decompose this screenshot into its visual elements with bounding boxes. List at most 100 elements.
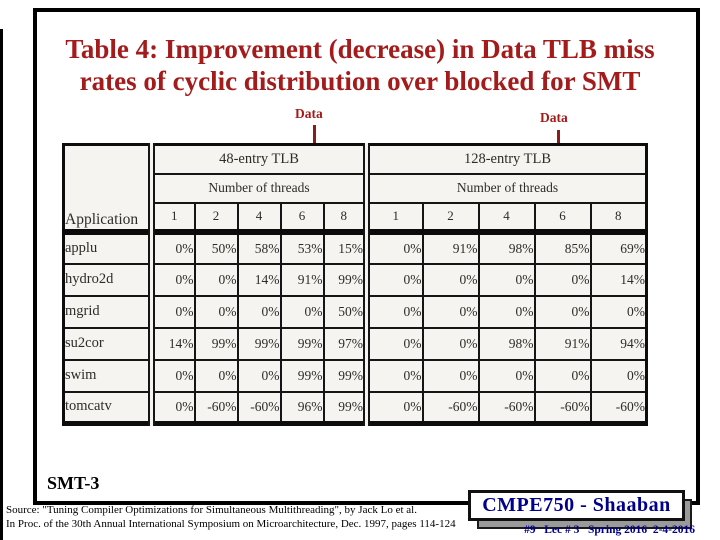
miss-rate-48-cell: -60% [193, 390, 239, 425]
miss-rate-128-cell: 0% [533, 358, 592, 393]
miss-rate-128-cell: 0% [589, 294, 648, 329]
data-pointer-tick-right [557, 130, 560, 143]
miss-rate-48-cell: 99% [236, 326, 282, 361]
slide-title: Table 4: Improvement (decrease) in Data … [30, 34, 690, 97]
smt-label: SMT-3 [47, 473, 100, 493]
miss-rate-128-cell: -60% [421, 390, 480, 425]
miss-rate-48-cell: 96% [279, 390, 325, 425]
thread-count-128-2: 2 [421, 201, 480, 235]
thread-count-48-6: 6 [279, 201, 325, 235]
miss-rate-128-cell: -60% [533, 390, 592, 425]
miss-rate-128-cell: 0% [477, 358, 536, 393]
table-row-tomcatv: tomcatv 0% -60% -60% 96% 99% 0% -60% -60% -60% -60… [62, 390, 648, 425]
miss-rate-48-cell: 0% [150, 230, 196, 265]
miss-rate-48-cell: 0% [150, 294, 196, 329]
course-badge: CMPE750 - Shaaban [468, 490, 685, 521]
group-header-48-entry: 48-entry TLB [150, 143, 370, 175]
app-name-cell: hydro2d [62, 262, 155, 297]
thread-count-128-8: 8 [589, 201, 648, 235]
thread-count-128-1: 1 [365, 201, 424, 235]
miss-rate-128-cell: 0% [421, 294, 480, 329]
miss-rate-48-cell: 0% [236, 358, 282, 393]
table-row-applu: applu 0% 50% 58% 53% 15% 0% 91% 98% 85% 69% [62, 230, 648, 265]
miss-rate-48-cell: 53% [279, 230, 325, 265]
miss-rate-48-cell: 99% [279, 326, 325, 361]
miss-rate-48-cell: 50% [193, 230, 239, 265]
thread-count-48-1: 1 [150, 201, 196, 235]
thread-count-48-8: 8 [322, 201, 370, 235]
source-citation: Source: "Tuning Compiler Optimizations f… [6, 504, 506, 531]
miss-rate-128-cell: 0% [365, 294, 424, 329]
app-name-cell: applu [62, 230, 155, 265]
miss-rate-48-cell: 99% [322, 262, 370, 297]
miss-rate-48-cell: 99% [322, 390, 370, 425]
miss-rate-128-cell: -60% [477, 390, 536, 425]
slide-border [33, 8, 700, 505]
miss-rate-128-cell: 0% [365, 230, 424, 265]
miss-rate-128-cell: 0% [421, 358, 480, 393]
miss-rate-128-cell: 0% [533, 262, 592, 297]
source-line1: Source: "Tuning Compiler Optimizations f… [6, 504, 417, 516]
miss-rate-128-cell: 0% [477, 294, 536, 329]
miss-rate-128-cell: 0% [365, 390, 424, 425]
data-pointer-label-right: Data [540, 110, 568, 125]
miss-rate-48-cell: 91% [279, 262, 325, 297]
miss-rate-48-cell: 0% [150, 262, 196, 297]
miss-rate-48-cell: 50% [322, 294, 370, 329]
miss-rate-128-cell: 0% [365, 358, 424, 393]
miss-rate-48-cell: 0% [150, 390, 196, 425]
application-header: Application [62, 143, 155, 235]
lecture-footer-meta: #9 Lec # 3 Spring 2016 2-4-2016 [524, 524, 695, 536]
miss-rate-128-cell: 91% [533, 326, 592, 361]
miss-rate-128-cell: 0% [365, 262, 424, 297]
miss-rate-128-cell: 98% [477, 326, 536, 361]
miss-rate-128-cell: 14% [589, 262, 648, 297]
miss-rate-128-cell: 0% [533, 294, 592, 329]
group-header-128-entry: 128-entry TLB [365, 143, 648, 175]
app-name-cell: su2cor [62, 326, 155, 361]
miss-rate-48-cell: 0% [193, 262, 239, 297]
slide-title-line2: rates of cyclic distribution over blocke… [79, 65, 641, 96]
miss-rate-48-cell: 0% [193, 358, 239, 393]
app-name-cell: tomcatv [62, 390, 155, 425]
miss-rate-48-cell: 14% [236, 262, 282, 297]
miss-rate-48-cell: 0% [193, 294, 239, 329]
thread-count-128-4: 4 [477, 201, 536, 235]
subheader-threads-128: Number of threads [365, 172, 648, 204]
miss-rate-128-cell: 69% [589, 230, 648, 265]
app-name-cell: mgrid [62, 294, 155, 329]
app-name-cell: swim [62, 358, 155, 393]
miss-rate-48-cell: 0% [236, 294, 282, 329]
slide-title-line1: Table 4: Improvement (decrease) in Data … [65, 34, 655, 64]
table-row-su2cor: su2cor 14% 99% 99% 99% 97% 0% 0% 98% 91% 94% [62, 326, 648, 361]
table-row-mgrid: mgrid 0% 0% 0% 0% 50% 0% 0% 0% 0% 0% [62, 294, 648, 329]
miss-rate-48-cell: 97% [322, 326, 370, 361]
miss-rate-48-cell: 58% [236, 230, 282, 265]
miss-rate-128-cell: 85% [533, 230, 592, 265]
miss-rate-128-cell: 0% [421, 326, 480, 361]
miss-rate-48-cell: 99% [193, 326, 239, 361]
miss-rate-128-cell: 0% [365, 326, 424, 361]
miss-rate-128-cell: 98% [477, 230, 536, 265]
source-line2: In Proc. of the 30th Annual Internationa… [6, 517, 456, 530]
miss-rate-48-cell: 0% [279, 294, 325, 329]
miss-rate-48-cell: 15% [322, 230, 370, 265]
tlb-table: Application 48-entry TLB 128-entry TLB Numb… [62, 143, 648, 426]
miss-rate-48-cell: 14% [150, 326, 196, 361]
miss-rate-128-cell: 0% [477, 262, 536, 297]
miss-rate-48-cell: 99% [279, 358, 325, 393]
miss-rate-48-cell: 99% [322, 358, 370, 393]
miss-rate-128-cell: -60% [589, 390, 648, 425]
miss-rate-48-cell: 0% [150, 358, 196, 393]
table-row-hydro2d: hydro2d 0% 0% 14% 91% 99% 0% 0% 0% 0% 14% [62, 262, 648, 297]
thread-count-48-4: 4 [236, 201, 282, 235]
data-pointer-tick-left [313, 125, 316, 143]
miss-rate-48-cell: -60% [236, 390, 282, 425]
data-pointer-label-left: Data [295, 106, 323, 121]
thread-count-128-6: 6 [533, 201, 592, 235]
miss-rate-128-cell: 91% [421, 230, 480, 265]
thread-count-48-2: 2 [193, 201, 239, 235]
table-row-swim: swim 0% 0% 0% 99% 99% 0% 0% 0% 0% 0% [62, 358, 648, 393]
window-edge-line [0, 29, 3, 540]
